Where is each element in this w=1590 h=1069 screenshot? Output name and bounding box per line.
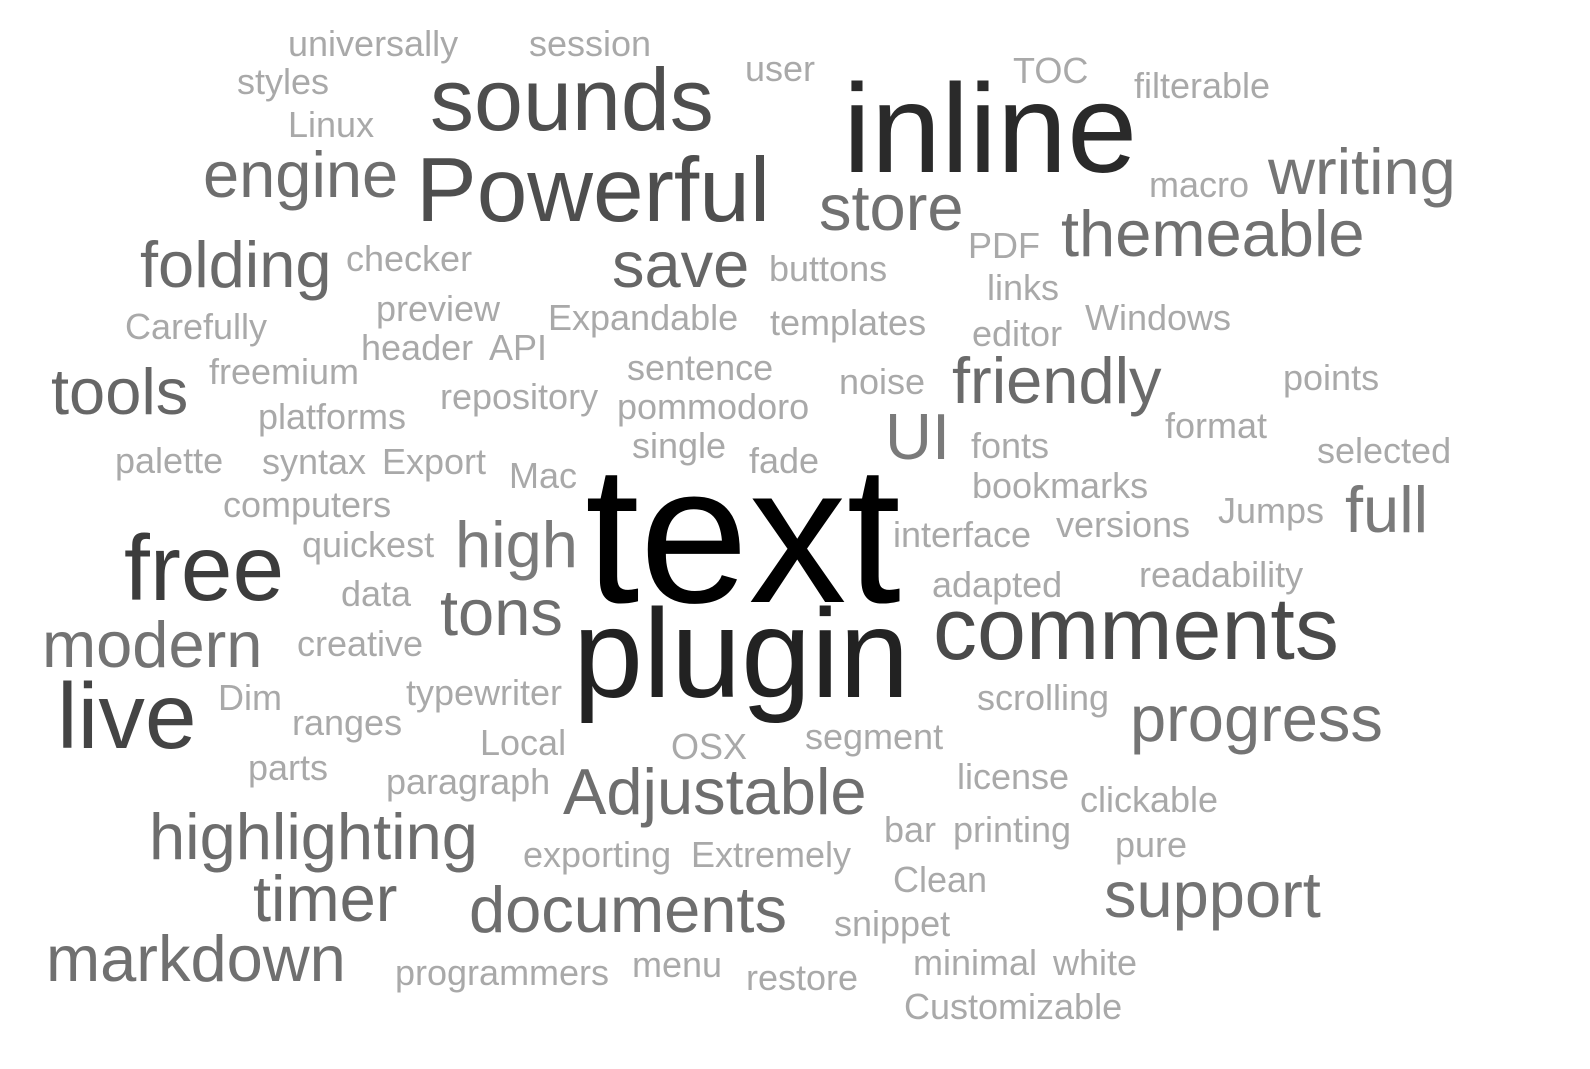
word-powerful: Powerful [416, 140, 771, 242]
word-plugin: plugin [573, 582, 910, 724]
word-platforms: platforms [258, 395, 407, 437]
word-writing: writing [1268, 135, 1456, 209]
word-quickest: quickest [302, 523, 435, 565]
word-snippet: snippet [834, 902, 951, 944]
word-interface: interface [893, 513, 1032, 555]
word-bookmarks: bookmarks [972, 464, 1149, 506]
word-local: Local [480, 721, 567, 763]
word-engine: engine [203, 138, 399, 212]
word-tons: tons [440, 576, 563, 650]
word-themeable: themeable [1061, 197, 1365, 271]
word-high: high [455, 508, 578, 582]
word-expandable: Expandable [548, 296, 739, 338]
word-typewriter: typewriter [406, 671, 563, 713]
word-selected: selected [1317, 429, 1452, 471]
word-text: text [585, 425, 901, 645]
word-computers: computers [223, 483, 392, 525]
word-bar: bar [884, 808, 937, 850]
word-readability: readability [1139, 553, 1304, 595]
word-sentence: sentence [627, 346, 774, 388]
word-templates: templates [770, 301, 927, 343]
word-format: format [1165, 404, 1268, 446]
word-scrolling: scrolling [977, 676, 1110, 718]
word-user: user [745, 47, 816, 89]
word-parts: parts [248, 746, 329, 788]
word-checker: checker [346, 237, 473, 279]
word-noise: noise [839, 360, 926, 402]
word-toc: TOC [1013, 49, 1089, 91]
word-ranges: ranges [292, 701, 403, 743]
word-palette: palette [115, 439, 224, 481]
word-macro: macro [1149, 163, 1250, 205]
word-sounds: sounds [430, 50, 714, 150]
word-styles: styles [237, 60, 330, 102]
word-windows: Windows [1085, 296, 1232, 338]
word-printing: printing [953, 808, 1072, 850]
word-creative: creative [297, 622, 424, 664]
word-free: free [124, 515, 285, 620]
word-header: header [361, 326, 474, 368]
word-progress: progress [1130, 682, 1383, 756]
word-pommodoro: pommodoro [617, 385, 810, 427]
word-folding: folding [140, 228, 332, 302]
word-single: single [632, 424, 727, 466]
word-friendly: friendly [952, 344, 1162, 418]
word-live: live [57, 663, 197, 768]
word-ui: UI [885, 400, 950, 474]
word-highlighting: highlighting [149, 800, 478, 874]
word-tools: tools [51, 355, 189, 429]
word-paragraph: paragraph [386, 760, 551, 802]
word-export: Export [382, 440, 487, 482]
word-universally: universally [288, 22, 459, 64]
word-linux: Linux [288, 103, 375, 145]
word-minimal: minimal [913, 941, 1038, 983]
word-data: data [341, 572, 412, 614]
word-preview: preview [376, 287, 501, 329]
word-markdown: markdown [46, 922, 346, 996]
word-mac: Mac [509, 454, 578, 496]
word-versions: versions [1056, 503, 1191, 545]
word-session: session [529, 22, 652, 64]
word-fade: fade [749, 439, 820, 481]
word-buttons: buttons [769, 247, 888, 289]
word-clean: Clean [893, 858, 988, 900]
word-carefully: Carefully [125, 305, 268, 347]
word-adjustable: Adjustable [563, 755, 867, 829]
word-points: points [1283, 356, 1380, 398]
word-segment: segment [805, 715, 944, 757]
word-filterable: filterable [1134, 64, 1271, 106]
word-adapted: adapted [932, 563, 1063, 605]
word-modern: modern [42, 608, 263, 682]
word-documents: documents [469, 873, 787, 947]
word-support: support [1104, 858, 1321, 932]
word-comments: comments [933, 579, 1339, 679]
word-white: white [1053, 941, 1138, 983]
word-syntax: syntax [262, 440, 367, 482]
word-inline: inline [843, 57, 1138, 199]
word-api: API [489, 326, 548, 368]
word-store: store [819, 171, 964, 245]
word-menu: menu [632, 943, 723, 985]
word-timer: timer [253, 862, 398, 936]
word-exporting: exporting [523, 833, 672, 875]
word-full: full [1345, 473, 1429, 547]
word-clickable: clickable [1080, 778, 1219, 820]
word-license: license [957, 755, 1070, 797]
word-osx: OSX [671, 725, 748, 767]
word-links: links [987, 266, 1060, 308]
word-restore: restore [746, 956, 859, 998]
word-editor: editor [972, 312, 1063, 354]
word-pure: pure [1115, 823, 1188, 865]
word-save: save [612, 228, 750, 302]
word-jumps: Jumps [1218, 489, 1325, 531]
word-freemium: freemium [209, 350, 360, 392]
word-pdf: PDF [968, 224, 1040, 266]
word-fonts: fonts [971, 424, 1050, 466]
word-extremely: Extremely [691, 833, 852, 875]
word-repository: repository [440, 375, 599, 417]
word-dim: Dim [218, 676, 282, 718]
word-programmers: programmers [395, 951, 610, 993]
word-customizable: Customizable [904, 985, 1123, 1027]
